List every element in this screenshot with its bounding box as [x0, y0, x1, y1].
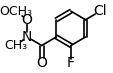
- Text: Cl: Cl: [93, 4, 106, 18]
- Text: OCH₃: OCH₃: [0, 5, 32, 18]
- Text: F: F: [66, 56, 74, 70]
- Text: CH₃: CH₃: [4, 39, 27, 52]
- Text: O: O: [21, 13, 32, 27]
- Text: O: O: [36, 56, 47, 70]
- Text: N: N: [22, 30, 32, 44]
